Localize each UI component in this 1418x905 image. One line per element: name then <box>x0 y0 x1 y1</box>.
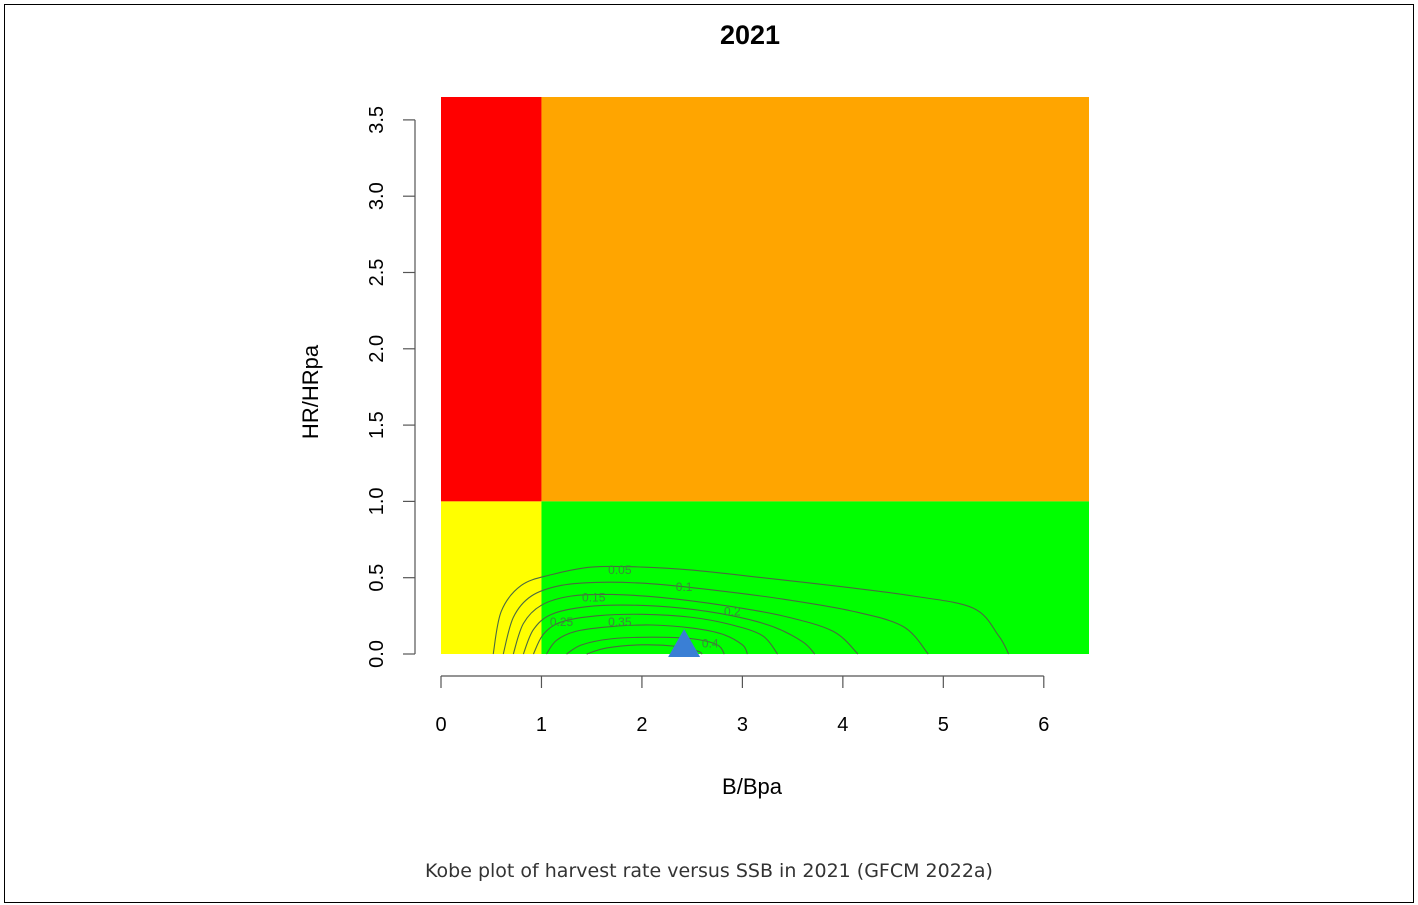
y-tick-label: 3.5 <box>366 106 388 134</box>
contour-label-4: 0.25 <box>550 615 574 629</box>
status-triangle-marker <box>668 628 701 657</box>
chart-title: 2021 <box>720 20 780 50</box>
density-contours <box>492 565 1010 655</box>
x-tick-label: 6 <box>1038 714 1049 736</box>
current-status-marker <box>668 628 701 657</box>
y-tick-label: 2.0 <box>366 335 388 363</box>
y-tick-label: 3.0 <box>366 182 388 210</box>
x-tick-label: 1 <box>536 714 547 736</box>
y-tick-label: 0.5 <box>366 564 388 592</box>
contour-label-2: 0.15 <box>582 591 606 605</box>
y-tick-label: 1.5 <box>366 411 388 439</box>
contour-line-3 <box>522 604 816 655</box>
x-tick-label: 2 <box>636 714 647 736</box>
contour-label-5: 0.35 <box>608 615 632 629</box>
contour-line-1 <box>502 581 929 655</box>
contour-labels: 0.05 0.1 0.15 0.2 0.25 0.35 0.4 <box>550 563 741 650</box>
contour-line-5 <box>546 624 748 655</box>
quadrant-regions <box>441 97 1089 654</box>
x-axis-ticks: 0 1 2 3 4 5 6 <box>435 676 1049 736</box>
contour-line-0 <box>492 565 1010 655</box>
contour-line-6 <box>566 636 725 655</box>
quadrant-red <box>441 97 542 502</box>
x-axis-label: B/Bpa <box>722 774 783 799</box>
contour-label-3: 0.2 <box>724 604 741 618</box>
y-tick-label: 1.0 <box>366 487 388 515</box>
y-tick-label: 2.5 <box>366 259 388 287</box>
contour-line-7 <box>586 644 703 655</box>
contour-label-0: 0.05 <box>608 563 632 577</box>
y-tick-label: 0.0 <box>366 640 388 668</box>
quadrant-yellow <box>441 501 542 654</box>
y-axis-ticks: 0.0 0.5 1.0 1.5 2.0 2.5 3.0 3.5 <box>366 106 415 668</box>
kobe-plot: 2021 0.05 0.1 0.15 0.2 0.25 0.35 0.4 0 1 2 3 4 5 6 0… <box>298 20 1089 799</box>
x-tick-label: 5 <box>938 714 949 736</box>
contour-label-6: 0.4 <box>702 636 719 650</box>
figure-caption: Kobe plot of harvest rate versus SSB in … <box>425 860 993 882</box>
contour-line-2 <box>512 593 859 655</box>
quadrant-orange <box>541 97 1089 502</box>
x-tick-label: 0 <box>435 714 446 736</box>
x-tick-label: 4 <box>837 714 848 736</box>
contour-label-1: 0.1 <box>676 580 693 594</box>
y-axis-label: HR/HRpa <box>298 344 323 439</box>
contour-line-4 <box>532 613 778 655</box>
quadrant-green <box>541 501 1089 654</box>
x-tick-label: 3 <box>737 714 748 736</box>
